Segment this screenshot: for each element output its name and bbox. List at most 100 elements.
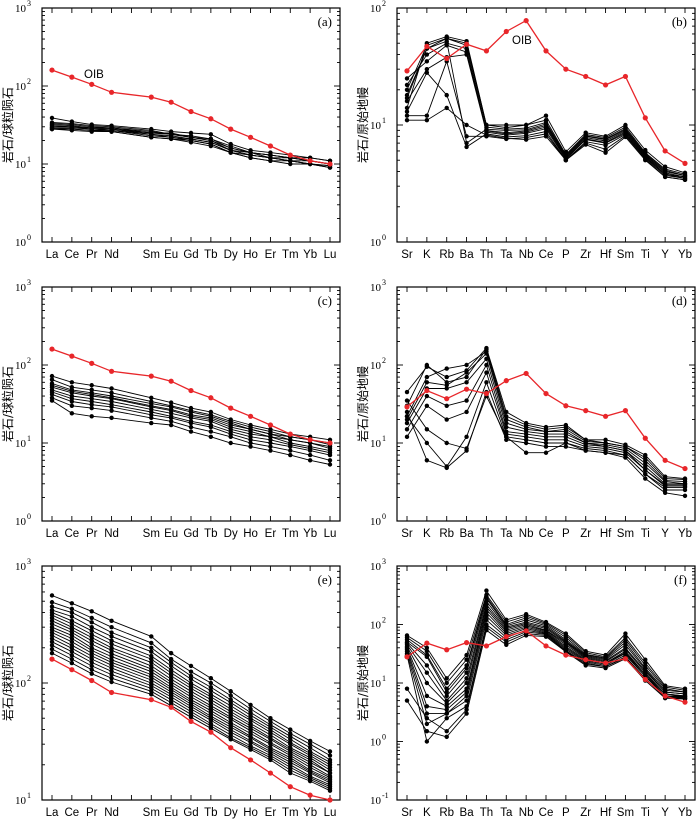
sample-series-point [49, 633, 55, 638]
sample-series-point [424, 663, 430, 668]
sample-series-point [69, 649, 75, 654]
category-label: Sm [617, 807, 634, 819]
sample-series-line [51, 612, 331, 766]
y-tick-label: 10 [370, 438, 382, 450]
sample-series-point [682, 493, 688, 499]
oib-reference-point [49, 67, 55, 73]
sample-series-point [149, 634, 154, 639]
oib-reference-point [424, 640, 430, 646]
sample-series-point [168, 700, 174, 705]
sample-series-point [89, 635, 94, 640]
sample-series-point [543, 450, 549, 455]
y-tick-exponent: 3 [27, 0, 31, 8]
y-tick-exponent: 3 [27, 557, 31, 566]
y-tick-exponent: 2 [27, 356, 31, 365]
y-tick-exponent: 2 [382, 616, 386, 625]
sample-series-point [327, 165, 333, 170]
sample-series-point [188, 429, 194, 434]
category-label: Ce [65, 528, 80, 540]
sample-series-point [109, 638, 114, 643]
sample-series-point [603, 150, 608, 155]
panel-tag: (d) [672, 293, 687, 308]
sample-series-point [543, 134, 549, 139]
y-tick-exponent: 0 [382, 733, 386, 742]
sample-series-point [523, 122, 529, 128]
sample-series-point [444, 680, 449, 686]
sample-series-point [404, 398, 410, 403]
sample-series-point [523, 633, 529, 638]
oib-reference-point [287, 152, 293, 158]
category-label: Rb [439, 249, 454, 261]
sample-series-point [69, 606, 75, 612]
category-label: Er [265, 807, 277, 819]
category-label: Pr [86, 528, 98, 540]
sample-series-point [327, 788, 333, 793]
category-label: Hf [600, 249, 612, 261]
y-tick-exponent: 0 [382, 233, 386, 242]
sample-series-point [424, 70, 430, 75]
sample-series-point [188, 715, 194, 720]
category-label: Sm [143, 249, 160, 261]
sample-series-point [208, 685, 214, 690]
sample-series-line [51, 128, 331, 169]
sample-series-point [109, 641, 114, 647]
category-label: Nd [104, 528, 119, 540]
oib-reference-point [583, 408, 589, 414]
sample-series-point [543, 634, 549, 639]
oib-reference-point [69, 74, 75, 80]
oib-reference-point [148, 697, 154, 703]
sample-series-point [69, 390, 75, 396]
y-tick-exponent: 2 [27, 77, 31, 86]
sample-series-line [51, 620, 331, 774]
panel-tag: (f) [674, 572, 687, 587]
sample-series-line [51, 623, 331, 774]
sample-series-point [268, 440, 273, 446]
sample-series-point [149, 640, 154, 646]
y-tick-exponent: 2 [382, 356, 386, 365]
sample-series-point [563, 437, 569, 442]
sample-series-point [643, 158, 648, 163]
sample-series-point [49, 639, 55, 644]
y-tick-label: 10 [370, 678, 382, 690]
sample-series-point [543, 444, 549, 449]
sample-series-point [464, 46, 469, 51]
oib-reference-point [108, 368, 115, 374]
oib-reference-point [503, 378, 509, 384]
sample-series-point [404, 76, 410, 81]
sample-series-point [307, 448, 313, 453]
oib-reference-point [523, 628, 529, 634]
sample-series-line [51, 641, 331, 786]
sample-series-point [484, 362, 489, 368]
sample-series-point [109, 630, 114, 635]
sample-series-point [603, 450, 608, 455]
sample-series-point [424, 403, 430, 408]
sample-series-point [444, 465, 449, 471]
sample-series-point [464, 122, 469, 128]
sample-series-point [464, 434, 469, 440]
category-label: Ho [243, 528, 258, 540]
sample-series-point [149, 656, 154, 662]
category-label: Ho [243, 249, 258, 261]
oib-reference-point [69, 353, 75, 359]
sample-series-line [51, 595, 331, 752]
category-label: Pr [86, 249, 98, 261]
sample-series-point [603, 665, 608, 671]
sample-series-point [623, 631, 628, 636]
sample-series-point [208, 434, 214, 440]
sample-series-point [424, 440, 430, 446]
sample-series-point [424, 458, 430, 463]
oib-reference-point [662, 693, 668, 699]
sample-series-point [149, 395, 154, 400]
sample-series-point [424, 654, 430, 660]
oib-annotation: OIB [512, 35, 532, 47]
category-label: Pr [86, 807, 98, 819]
sample-series-point [464, 134, 469, 139]
sample-series-point [288, 158, 293, 163]
oib-reference-point [307, 792, 313, 798]
sample-series-point [89, 402, 94, 407]
y-axis-label: 岩石/原始地幔 [355, 366, 370, 442]
sample-series-point [228, 700, 233, 705]
